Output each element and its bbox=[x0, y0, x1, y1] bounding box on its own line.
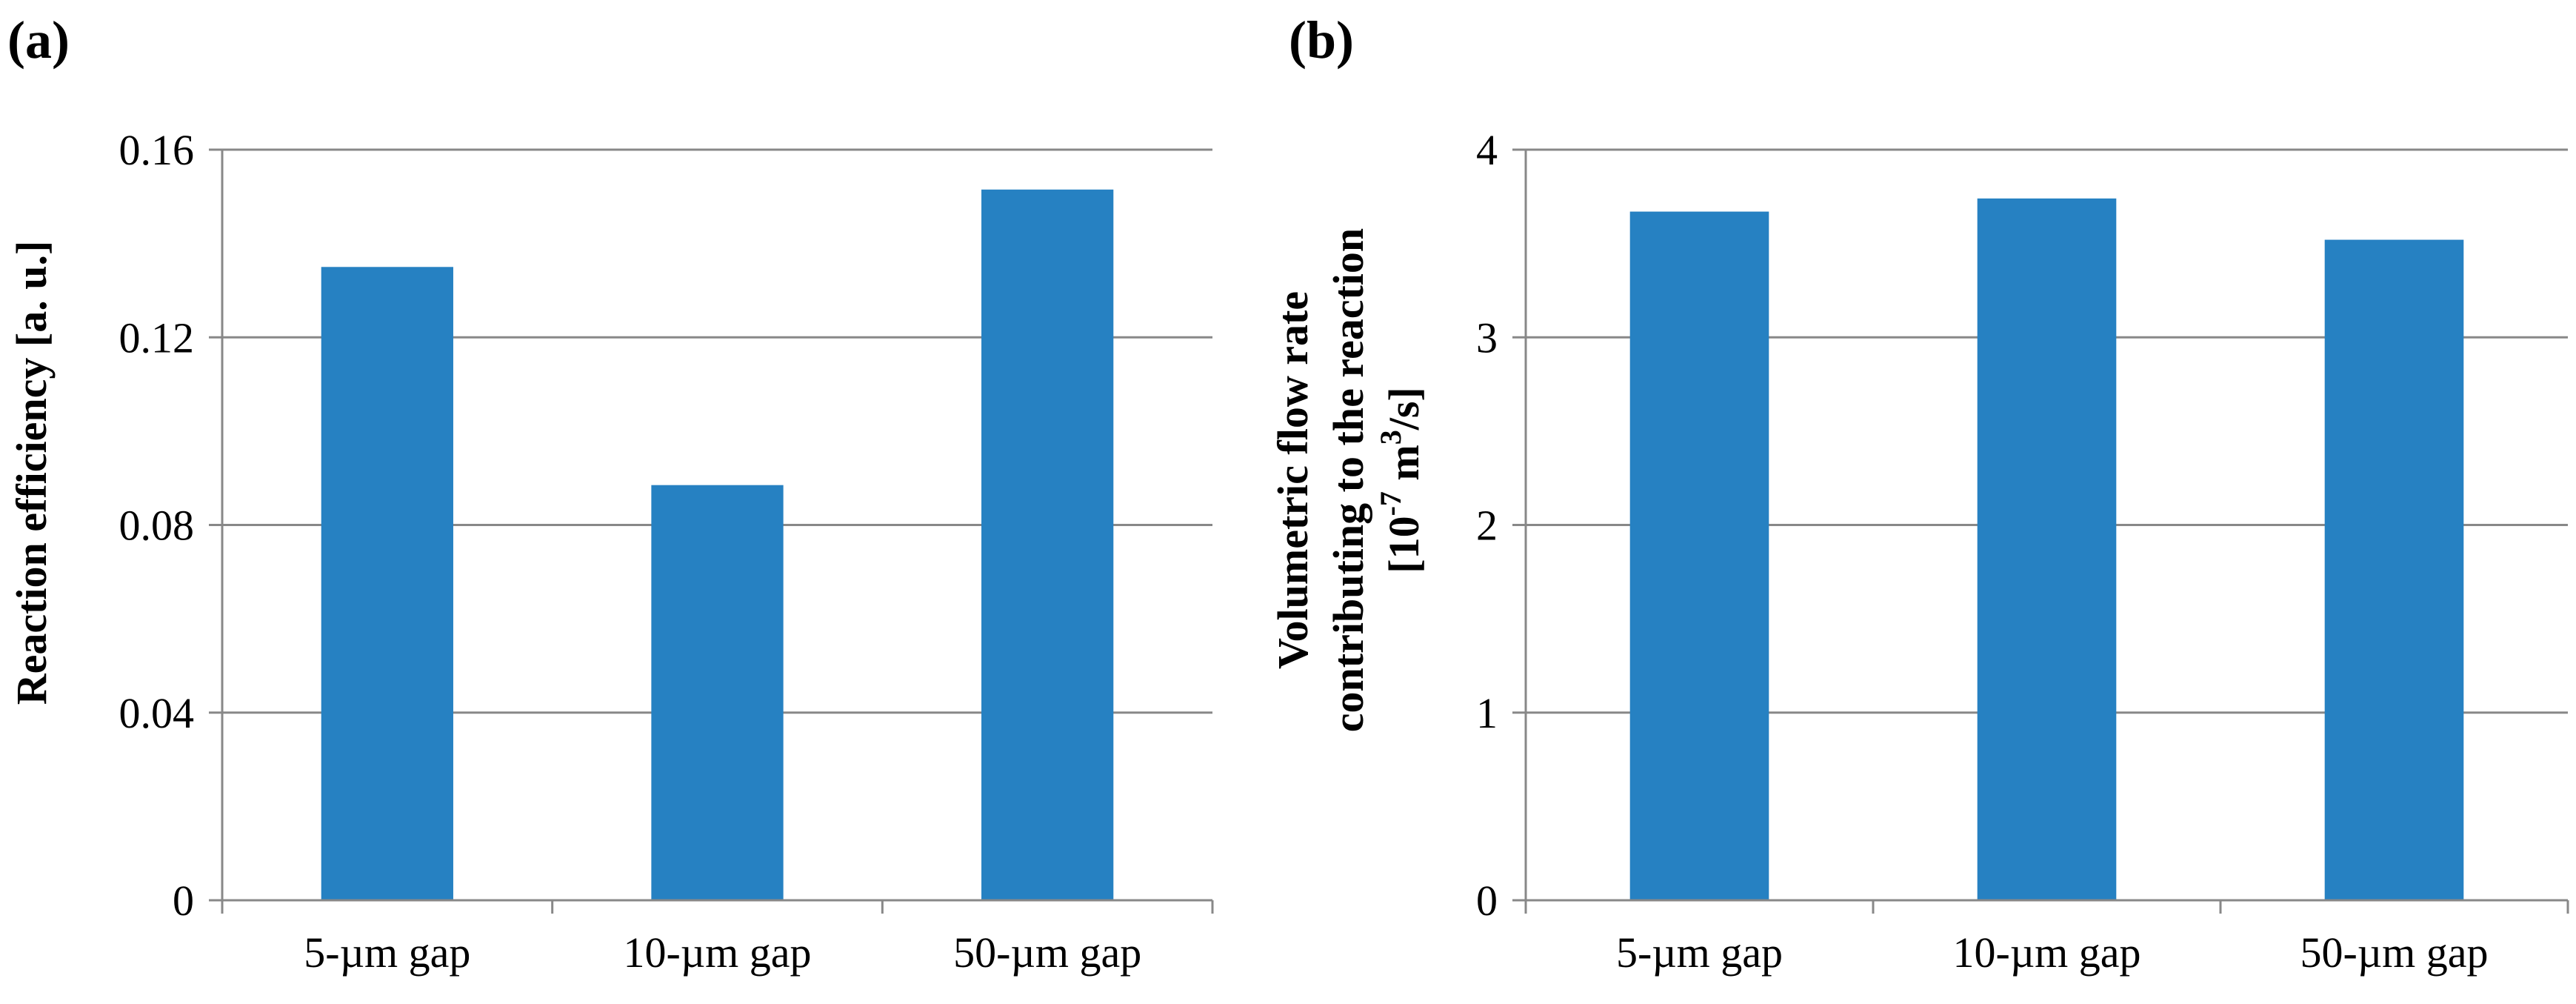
y-tick-label: 0 bbox=[1476, 877, 1498, 925]
y-tick-label: 0.16 bbox=[119, 126, 195, 174]
panel-b-label: (b) bbox=[1289, 10, 1354, 70]
panel-b-category-labels: 5-µm gap 10-µm gap 50-µm gap bbox=[1616, 928, 2489, 977]
panel-b-ylabel-line1: Volumetric flow rate bbox=[1269, 291, 1317, 669]
category-label: 5-µm gap bbox=[1616, 928, 1783, 977]
panel-b-axes bbox=[1512, 148, 2569, 914]
panel-b-ylabel-unit: [10-7 m3/s] bbox=[1374, 387, 1428, 573]
ylabel-unit-prefix: [10 bbox=[1380, 516, 1428, 573]
bar-3 bbox=[2324, 239, 2464, 900]
bar-1 bbox=[321, 267, 453, 900]
y-tick-label: 0.04 bbox=[119, 689, 195, 737]
y-tick-label: 3 bbox=[1476, 313, 1498, 362]
category-label: 10-µm gap bbox=[1952, 928, 2140, 977]
ylabel-unit-suffix: /s] bbox=[1380, 387, 1428, 430]
ylabel-unit-exp2: 3 bbox=[1374, 430, 1407, 445]
panel-b: (b) 0 1 2 3 4 5-µm gap 10-µm gap 50-µm gap Vol… bbox=[1269, 10, 2569, 977]
y-tick-label: 0.12 bbox=[119, 313, 195, 362]
panel-a-ylabel: Reaction efficiency [a. u.] bbox=[7, 241, 56, 705]
bar-2 bbox=[1977, 198, 2117, 901]
panel-a-bars bbox=[321, 189, 1114, 901]
category-label: 10-µm gap bbox=[623, 928, 811, 977]
bar-3 bbox=[981, 189, 1114, 901]
ylabel-unit-mid: m bbox=[1380, 445, 1428, 491]
category-label: 50-µm gap bbox=[953, 928, 1141, 977]
panel-b-bars bbox=[1629, 198, 2464, 901]
panel-a: (a) 00.040.080.120.16 5-µm gap 10-µm gap 5… bbox=[7, 10, 1214, 977]
y-tick-label: 4 bbox=[1476, 126, 1498, 174]
bar-1 bbox=[1629, 211, 1769, 900]
category-label: 50-µm gap bbox=[2300, 928, 2488, 977]
ylabel-unit-exp: -7 bbox=[1374, 491, 1407, 516]
y-tick-label: 0.08 bbox=[119, 502, 195, 550]
y-tick-label: 1 bbox=[1476, 689, 1498, 737]
y-tick-label: 0 bbox=[173, 877, 194, 925]
panel-b-ylabel-line2: contributing to the reaction bbox=[1324, 228, 1372, 732]
panel-a-ytick-labels: 0 0.04 0.08 0.12 0.16 bbox=[119, 126, 195, 925]
panel-b-ytick-labels: 0 1 2 3 4 bbox=[1476, 126, 1498, 925]
y-tick-label: 2 bbox=[1476, 502, 1498, 550]
bar-2 bbox=[651, 485, 784, 900]
panel-a-label: (a) bbox=[7, 10, 70, 70]
category-label: 5-µm gap bbox=[304, 928, 470, 977]
panel-a-axes bbox=[209, 148, 1214, 914]
panel-a-category-labels: 5-µm gap 10-µm gap 50-µm gap bbox=[304, 928, 1141, 977]
